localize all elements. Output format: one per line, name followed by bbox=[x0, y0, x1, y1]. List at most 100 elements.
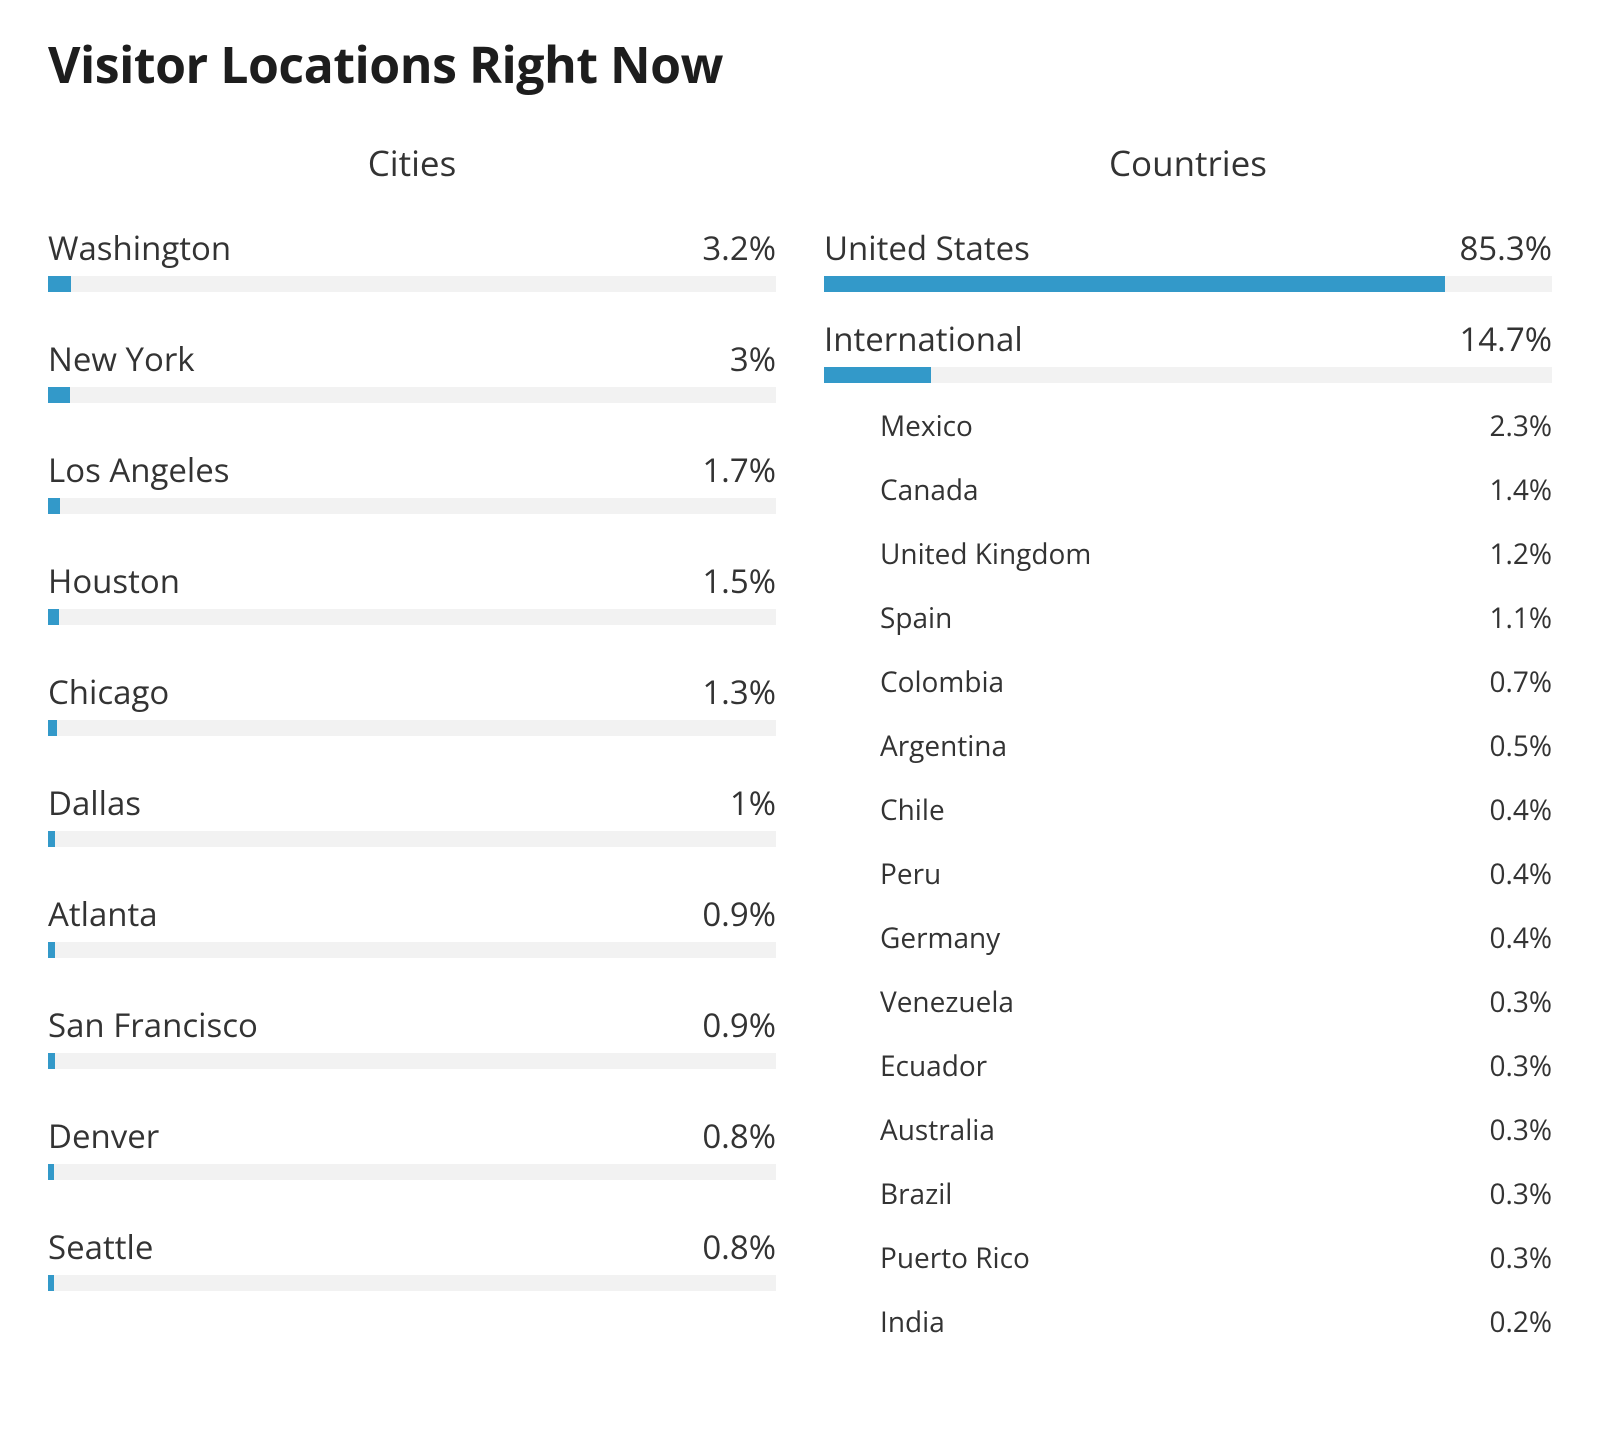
country-sub-value: 0.3% bbox=[1489, 1111, 1552, 1149]
city-bar-track bbox=[48, 831, 776, 847]
city-label: Dallas bbox=[48, 780, 141, 825]
country-sub-row: Australia 0.3% bbox=[880, 1111, 1552, 1149]
country-sub-value: 2.3% bbox=[1489, 407, 1552, 445]
countries-list: United States85.3% International14.7% Mexi… bbox=[824, 225, 1552, 1341]
country-sub-row: Mexico2.3% bbox=[880, 407, 1552, 445]
country-sub-label: Venezuela bbox=[880, 983, 1014, 1021]
city-bar-fill bbox=[48, 720, 57, 736]
city-row: Dallas 1% bbox=[48, 780, 776, 847]
cities-column: Cities Washington3.2%New York3%Los Angel… bbox=[48, 140, 776, 1367]
city-bar-fill bbox=[48, 387, 70, 403]
city-row-line: Houston 1.5% bbox=[48, 558, 776, 603]
country-bar-fill bbox=[824, 367, 931, 383]
country-sub-label: United Kingdom bbox=[880, 535, 1091, 573]
country-sub-value: 1.1% bbox=[1489, 599, 1552, 637]
city-bar-track bbox=[48, 1053, 776, 1069]
city-value: 0.8% bbox=[702, 1113, 776, 1158]
country-sub-label: Germany bbox=[880, 919, 1000, 957]
page-title: Visitor Locations Right Now bbox=[48, 30, 1552, 98]
city-row: Atlanta0.9% bbox=[48, 891, 776, 958]
columns-wrapper: Cities Washington3.2%New York3%Los Angel… bbox=[48, 140, 1552, 1367]
city-row-line: Chicago1.3% bbox=[48, 669, 776, 714]
city-row: Los Angeles1.7% bbox=[48, 447, 776, 514]
city-value: 1% bbox=[730, 780, 776, 825]
city-row: Denver 0.8% bbox=[48, 1113, 776, 1180]
country-row-line: International14.7% bbox=[824, 316, 1552, 361]
city-bar-track bbox=[48, 1164, 776, 1180]
city-bar-track bbox=[48, 1275, 776, 1291]
country-label: United States bbox=[824, 225, 1030, 270]
city-row: Seattle 0.8% bbox=[48, 1224, 776, 1291]
cities-list: Washington3.2% New York3% Los Angeles1.7% H… bbox=[48, 225, 776, 1291]
country-row: International14.7% Mexico2.3% Canada 1.4% Un… bbox=[824, 316, 1552, 1341]
country-sub-label: Puerto Rico bbox=[880, 1239, 1030, 1277]
country-sub-row: Argentina 0.5% bbox=[880, 727, 1552, 765]
city-bar-track bbox=[48, 498, 776, 514]
country-sub-row: India 0.2% bbox=[880, 1303, 1552, 1341]
city-row-line: San Francisco0.9% bbox=[48, 1002, 776, 1047]
city-value: 0.8% bbox=[702, 1224, 776, 1269]
country-sub-label: Argentina bbox=[880, 727, 1007, 765]
city-row-line: Dallas 1% bbox=[48, 780, 776, 825]
city-bar-track bbox=[48, 387, 776, 403]
country-sub-label: Australia bbox=[880, 1111, 995, 1149]
city-row-line: Washington3.2% bbox=[48, 225, 776, 270]
country-sub-row: Ecuador0.3% bbox=[880, 1047, 1552, 1085]
city-bar-fill bbox=[48, 831, 55, 847]
visitor-locations-panel: Visitor Locations Right Now Cities Washi… bbox=[0, 0, 1600, 1447]
city-label: Los Angeles bbox=[48, 447, 230, 492]
city-label: Denver bbox=[48, 1113, 159, 1158]
country-sub-value: 0.3% bbox=[1489, 1175, 1552, 1213]
city-label: Seattle bbox=[48, 1224, 153, 1269]
city-row-line: Los Angeles1.7% bbox=[48, 447, 776, 492]
country-sub-label: Canada bbox=[880, 471, 979, 509]
country-sub-value: 0.3% bbox=[1489, 1047, 1552, 1085]
city-label: New York bbox=[48, 336, 195, 381]
country-sub-list: Mexico2.3% Canada 1.4% United Kingdom 1.2% Sp… bbox=[824, 407, 1552, 1341]
countries-heading: Countries bbox=[824, 140, 1552, 187]
city-bar-fill bbox=[48, 498, 60, 514]
country-sub-label: Colombia bbox=[880, 663, 1004, 701]
country-sub-value: 1.2% bbox=[1489, 535, 1552, 573]
country-sub-value: 0.2% bbox=[1489, 1303, 1552, 1341]
country-sub-row: Peru 0.4% bbox=[880, 855, 1552, 893]
country-sub-row: Colombia0.7% bbox=[880, 663, 1552, 701]
country-sub-value: 0.5% bbox=[1489, 727, 1552, 765]
city-bar-fill bbox=[48, 1164, 54, 1180]
country-sub-label: Spain bbox=[880, 599, 952, 637]
country-sub-value: 0.4% bbox=[1489, 919, 1552, 957]
country-sub-row: Germany 0.4% bbox=[880, 919, 1552, 957]
country-sub-label: India bbox=[880, 1303, 945, 1341]
country-sub-row: United Kingdom 1.2% bbox=[880, 535, 1552, 573]
country-sub-label: Peru bbox=[880, 855, 941, 893]
city-label: Houston bbox=[48, 558, 180, 603]
city-bar-track bbox=[48, 276, 776, 292]
city-bar-fill bbox=[48, 276, 71, 292]
city-row-line: New York3% bbox=[48, 336, 776, 381]
country-sub-value: 0.4% bbox=[1489, 791, 1552, 829]
city-value: 1.5% bbox=[702, 558, 776, 603]
country-sub-label: Brazil bbox=[880, 1175, 952, 1213]
city-value: 3.2% bbox=[702, 225, 776, 270]
country-sub-row: Chile0.4% bbox=[880, 791, 1552, 829]
city-value: 0.9% bbox=[702, 891, 776, 936]
country-sub-value: 0.4% bbox=[1489, 855, 1552, 893]
country-sub-value: 0.3% bbox=[1489, 983, 1552, 1021]
country-sub-row: Venezuela 0.3% bbox=[880, 983, 1552, 1021]
city-row: San Francisco0.9% bbox=[48, 1002, 776, 1069]
country-bar-track bbox=[824, 276, 1552, 292]
country-sub-value: 1.4% bbox=[1489, 471, 1552, 509]
country-label: International bbox=[824, 316, 1023, 361]
country-sub-row: Puerto Rico0.3% bbox=[880, 1239, 1552, 1277]
city-bar-fill bbox=[48, 1275, 54, 1291]
city-bar-track bbox=[48, 720, 776, 736]
city-row: New York3% bbox=[48, 336, 776, 403]
country-sub-row: Brazil 0.3% bbox=[880, 1175, 1552, 1213]
city-bar-fill bbox=[48, 1053, 55, 1069]
city-row-line: Denver 0.8% bbox=[48, 1113, 776, 1158]
country-sub-row: Canada 1.4% bbox=[880, 471, 1552, 509]
city-bar-fill bbox=[48, 609, 59, 625]
country-sub-row: Spain 1.1% bbox=[880, 599, 1552, 637]
city-value: 0.9% bbox=[702, 1002, 776, 1047]
country-row: United States85.3% bbox=[824, 225, 1552, 292]
